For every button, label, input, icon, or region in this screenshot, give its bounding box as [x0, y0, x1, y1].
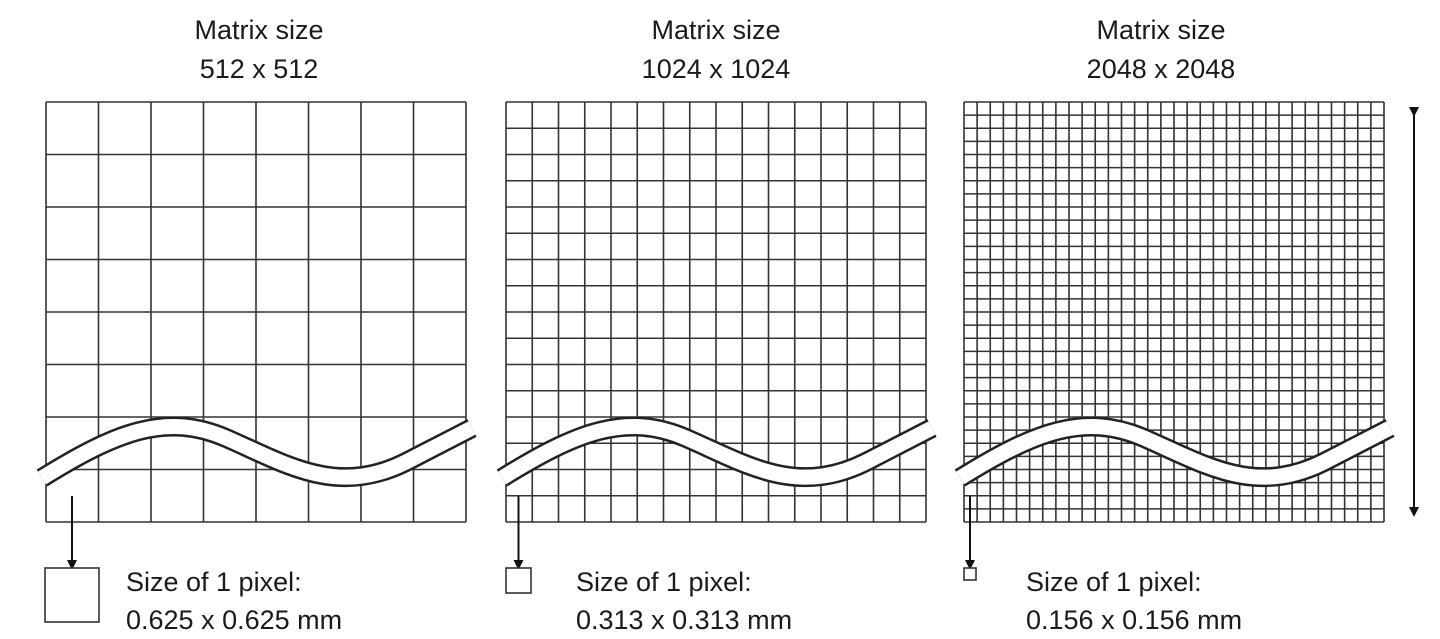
pixel-label: Size of 1 pixel:: [126, 567, 302, 597]
break-band: [498, 419, 936, 485]
pixel-label: Size of 1 pixel:: [1026, 567, 1202, 597]
pixel-size: 0.156 x 0.156 mm: [1026, 605, 1242, 635]
pixel-grid: [505, 101, 927, 523]
pixel-label: Size of 1 pixel:: [576, 567, 752, 597]
matrix-size: 2048 x 2048: [1087, 54, 1236, 84]
panel-title: Matrix size: [1096, 15, 1225, 45]
matrix-size: 512 x 512: [200, 54, 319, 84]
pixel-size: 0.625 x 0.625 mm: [126, 605, 342, 635]
break-band: [956, 419, 1394, 485]
matrix-size: 1024 x 1024: [642, 54, 791, 84]
break-band: [38, 419, 476, 485]
pixel-box: [505, 567, 532, 594]
pixel-box: [963, 567, 977, 581]
pixel-box: [44, 567, 100, 623]
panel-title: Matrix size: [651, 15, 780, 45]
pixel-grid: [45, 101, 467, 523]
pixel-size: 0.313 x 0.313 mm: [576, 605, 792, 635]
pixel-grid: [963, 101, 1385, 523]
panel-title: Matrix size: [194, 15, 323, 45]
